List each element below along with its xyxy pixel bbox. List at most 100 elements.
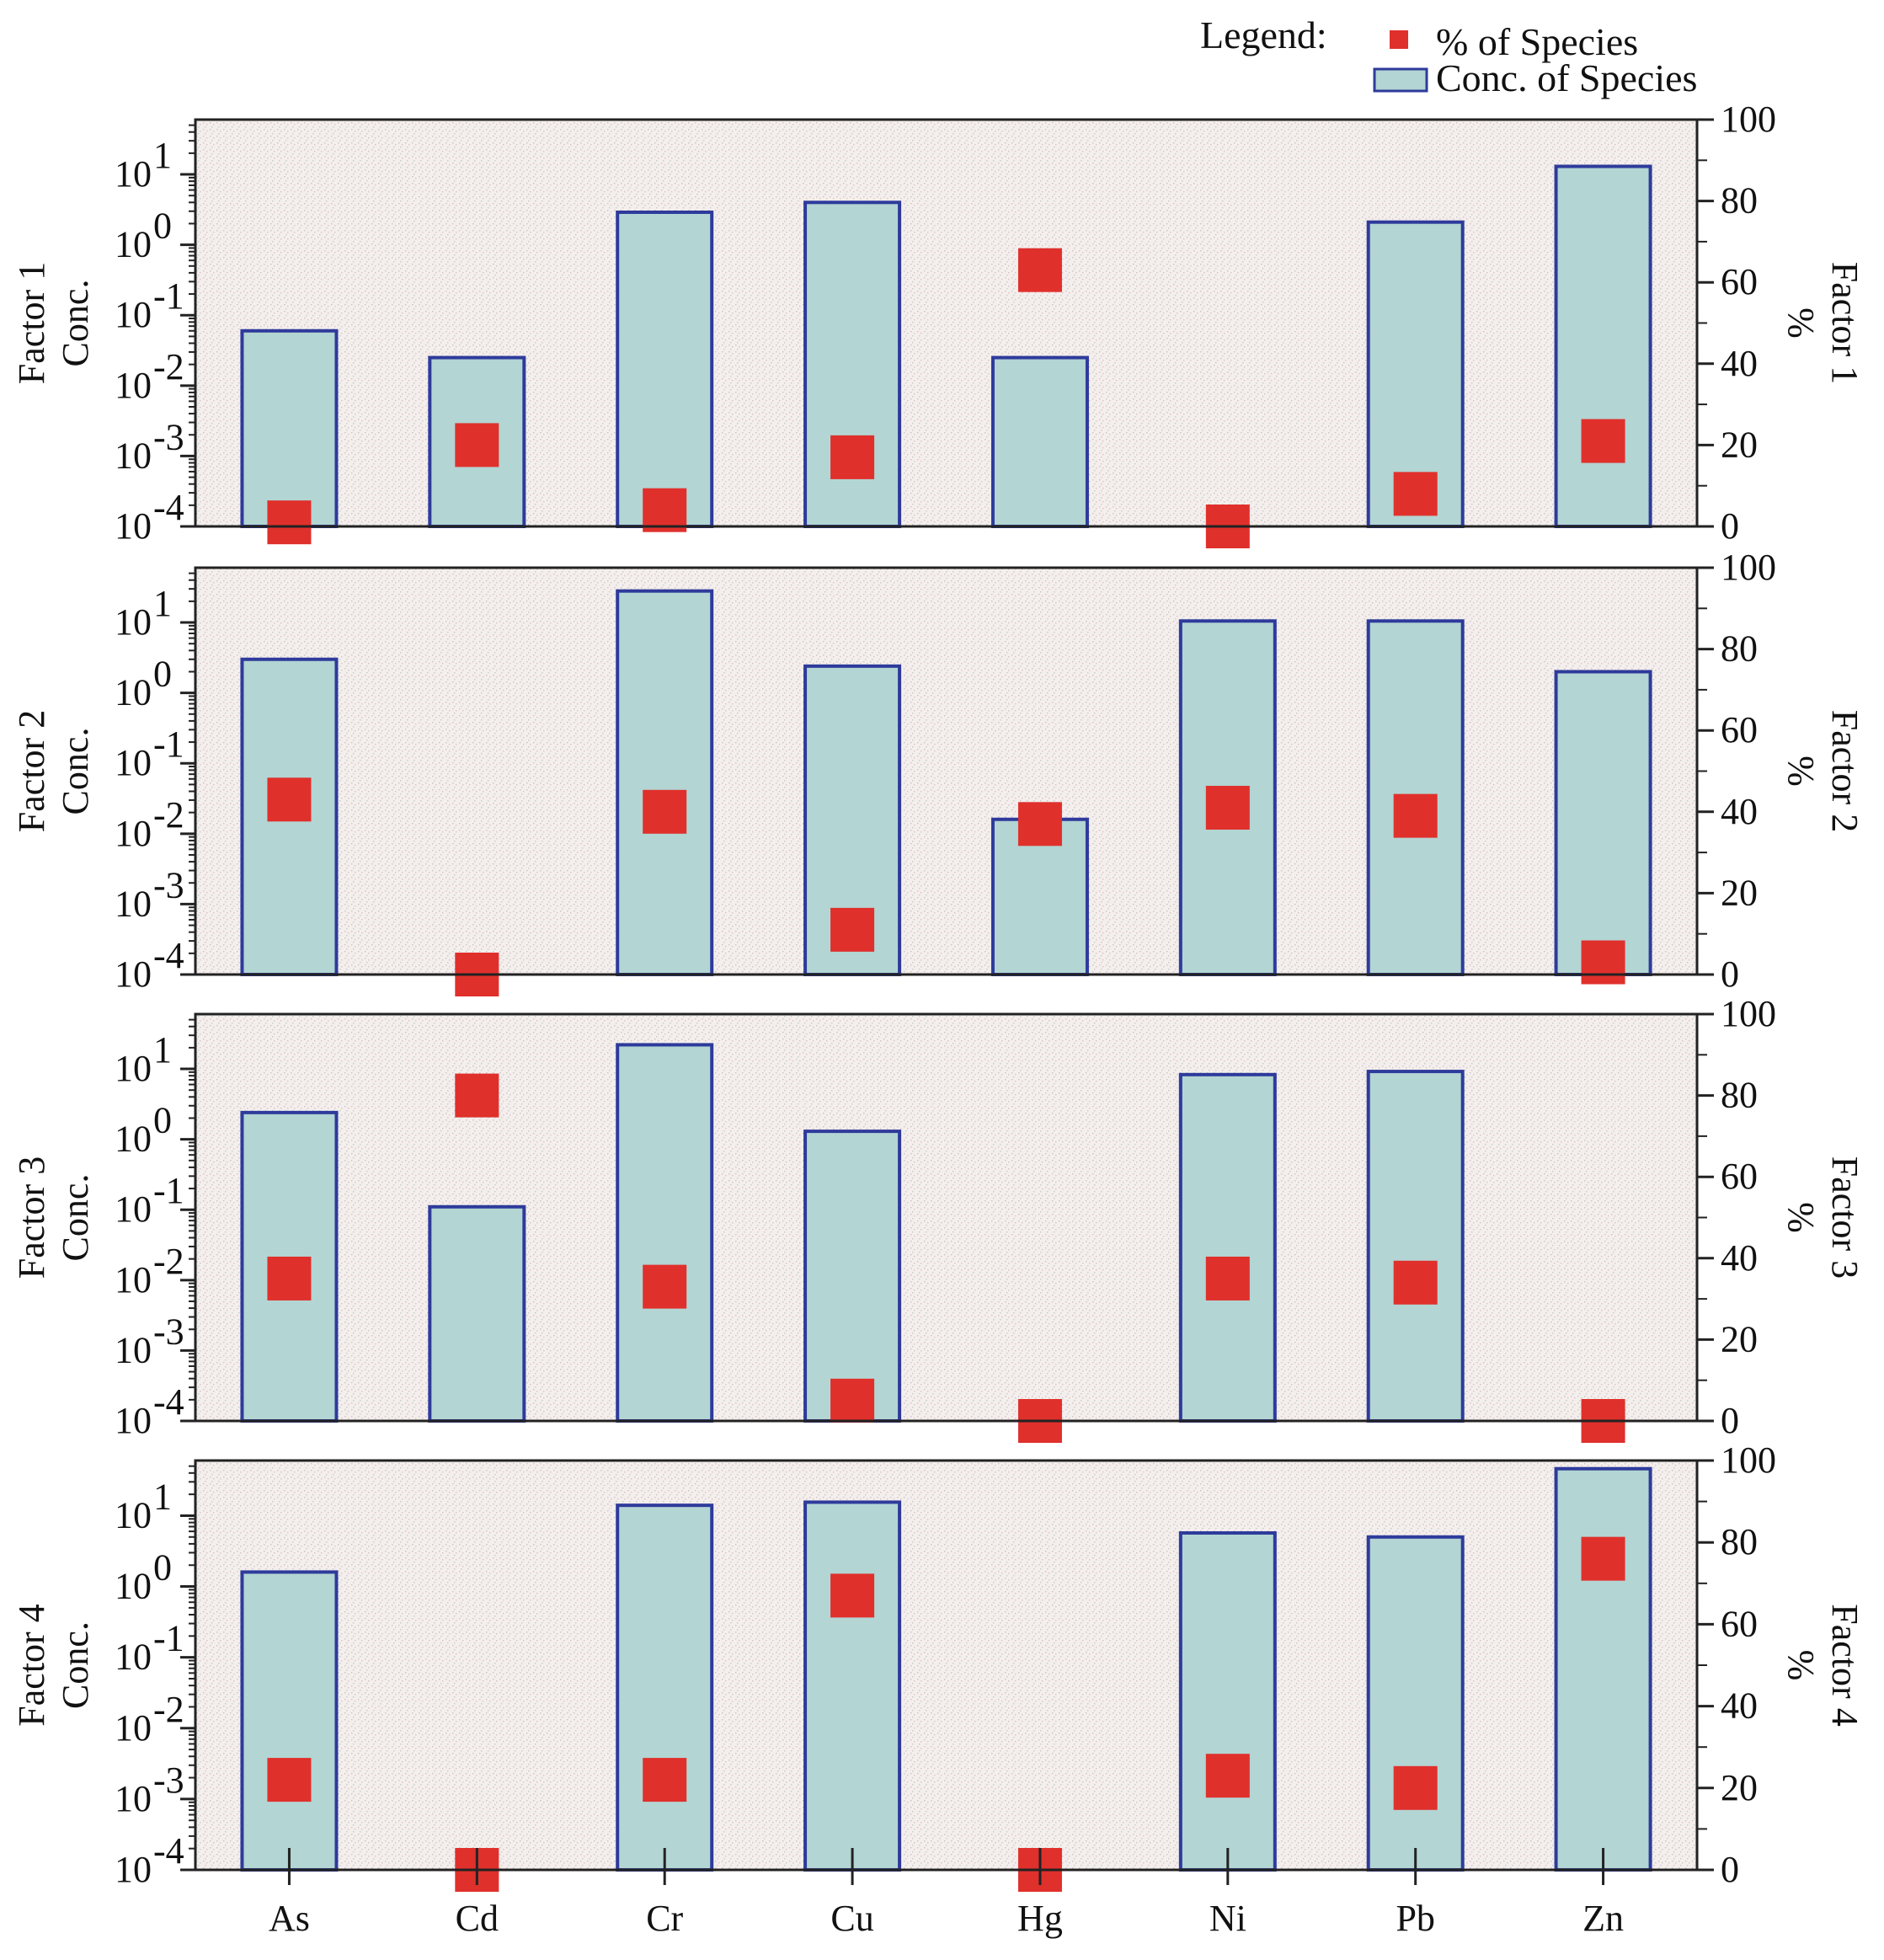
left-tick-label: 10 [115,953,152,995]
right-axis-subtitle: % [1780,1650,1822,1681]
percent-marker-pb [1393,793,1438,838]
left-tick-exponent: 1 [153,583,172,624]
percent-marker-cr [643,488,687,532]
right-tick-label: 100 [1721,993,1776,1034]
percent-marker-cr [643,1758,687,1802]
x-category-label-hg: Hg [1017,1898,1063,1939]
percent-marker-hg [1017,248,1062,292]
right-tick-label: 100 [1721,1439,1776,1481]
percent-marker-cu [830,907,875,952]
left-tick-exponent: -1 [153,724,184,765]
left-tick-label: 10 [115,742,152,783]
percent-marker-as [267,500,312,545]
left-tick-label: 10 [115,672,152,713]
conc-bar-cr [616,589,714,976]
right-tick-label: 40 [1721,791,1758,832]
legend-marker-swatch [1390,30,1408,49]
right-tick-label: 100 [1721,547,1776,588]
conc-bar-cu [803,1500,902,1872]
percent-marker-cd [455,1073,499,1118]
left-tick-label: 10 [115,1119,152,1160]
right-tick-label: 20 [1721,424,1758,465]
x-category-label-cu: Cu [830,1898,873,1939]
right-tick-label: 60 [1721,1156,1758,1197]
right-tick-label: 40 [1721,343,1758,384]
percent-marker-zn [1581,1536,1625,1581]
x-category-label-cd: Cd [456,1898,499,1939]
legend-label: Legend: [1200,13,1327,56]
left-tick-label: 10 [115,1637,152,1678]
plot-area [195,568,1697,975]
left-tick-label: 10 [115,224,152,265]
percent-marker-cd [455,423,499,467]
right-tick-label: 80 [1721,628,1758,670]
x-category-label-cr: Cr [646,1898,683,1939]
left-tick-exponent: -4 [153,935,184,976]
left-tick-exponent: 0 [153,1100,172,1141]
percent-marker-cu [830,1573,875,1618]
left-axis-subtitle: Conc. [55,280,96,367]
legend-entry-percent: % of Species [1436,20,1638,63]
right-tick-label: 20 [1721,872,1758,913]
left-axis-title: Factor 1 [11,262,52,384]
right-tick-label: 60 [1721,1603,1758,1644]
percent-marker-zn [1581,419,1625,463]
right-tick-label: 0 [1721,1400,1739,1441]
right-tick-label: 80 [1721,1521,1758,1562]
left-axis-title: Factor 2 [11,710,52,832]
left-tick-exponent: -3 [153,416,184,457]
conc-bar-zn [1554,1466,1652,1872]
percent-marker-pb [1393,1260,1438,1305]
left-tick-exponent: -3 [153,1311,184,1352]
left-axis-subtitle: Conc. [55,1621,96,1709]
conc-bar-cr [616,1503,714,1872]
right-tick-label: 20 [1721,1767,1758,1808]
right-tick-label: 0 [1721,1849,1739,1890]
percent-marker-cr [643,789,687,834]
left-tick-exponent: 0 [153,206,172,247]
left-tick-exponent: -2 [153,346,184,387]
right-tick-label: 100 [1721,99,1776,140]
left-tick-label: 10 [115,294,152,335]
left-tick-label: 10 [115,1259,152,1300]
right-axis-title: Factor 4 [1824,1604,1865,1726]
percent-marker-cu [830,435,875,479]
right-tick-label: 60 [1721,709,1758,750]
left-tick-label: 10 [115,813,152,854]
left-tick-label: 10 [115,883,152,924]
x-category-label-pb: Pb [1396,1898,1434,1939]
left-tick-exponent: -1 [153,275,184,317]
plot-area [195,120,1697,526]
percent-marker-pb [1393,472,1438,516]
conc-bar-pb [1366,1535,1465,1872]
left-tick-label: 10 [115,1400,152,1441]
right-tick-label: 0 [1721,953,1739,995]
left-tick-exponent: -2 [153,1241,184,1282]
left-tick-label: 10 [115,1707,152,1749]
left-tick-label: 10 [115,1566,152,1607]
right-tick-label: 60 [1721,261,1758,302]
conc-bar-cr [616,210,714,528]
right-tick-label: 0 [1721,505,1739,547]
x-category-label-as: As [269,1898,310,1939]
conc-bar-pb [1366,1070,1465,1423]
percent-marker-ni [1205,1754,1250,1798]
percent-marker-ni [1205,785,1250,830]
left-tick-label: 10 [115,1048,152,1089]
left-tick-exponent: -2 [153,794,184,836]
legend: Legend: % of Species Conc. of Species [1200,13,1697,99]
percent-marker-hg [1017,802,1062,846]
left-tick-exponent: 1 [153,135,172,176]
right-tick-label: 40 [1721,1685,1758,1727]
right-axis-subtitle: % [1780,1202,1822,1233]
percent-marker-zn [1581,940,1625,985]
left-tick-exponent: 0 [153,654,172,695]
legend-bar-swatch [1373,67,1428,93]
left-tick-exponent: -1 [153,1618,184,1659]
percent-marker-as [267,777,312,822]
conc-bar-cu [803,1130,902,1423]
